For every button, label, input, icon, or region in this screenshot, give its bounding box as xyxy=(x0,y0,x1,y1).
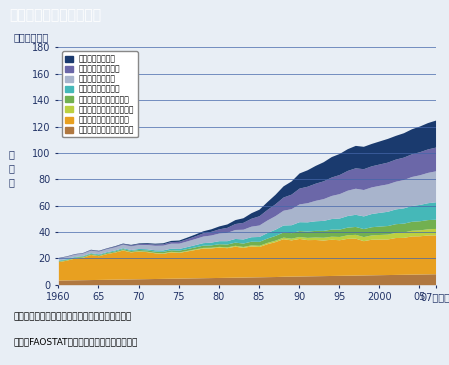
Text: 注：水産植物、水産哺乳類、雑多な水産物を除く: 注：水産植物、水産哺乳類、雑多な水産物を除く xyxy=(13,312,132,321)
Text: 資料：FAOSTATデータベースより環境省作成: 資料：FAOSTATデータベースより環境省作成 xyxy=(13,338,138,347)
Text: 生
産
量: 生 産 量 xyxy=(8,149,14,187)
Text: 世界の漁業生産量の推移: 世界の漁業生産量の推移 xyxy=(9,8,101,23)
Legend: 海面養殖（中国）, 内水面養殖（中国）, 海面漁業（中国）, 内水面漁業（中国）, 海面養殖（中国を除く）, 内水面養殖（中国を除く）, 海面漁業（中国を除く）: 海面養殖（中国）, 内水面養殖（中国）, 海面漁業（中国）, 内水面漁業（中国）… xyxy=(62,51,137,137)
Text: （百万トン）: （百万トン） xyxy=(13,32,49,42)
